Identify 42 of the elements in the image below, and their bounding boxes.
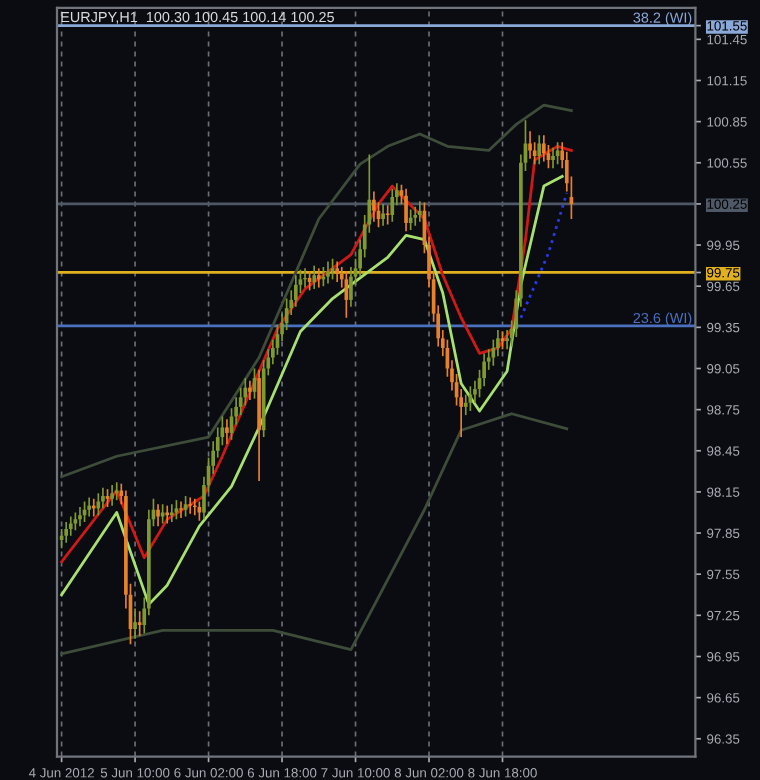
candlestick bbox=[413, 205, 418, 227]
candlestick bbox=[188, 496, 193, 515]
line-series bbox=[60, 412, 569, 656]
candlestick bbox=[160, 503, 165, 525]
candlestick bbox=[165, 504, 170, 525]
candlestick bbox=[417, 200, 422, 223]
candlestick bbox=[312, 264, 317, 290]
candlestick bbox=[349, 266, 353, 308]
candlestick bbox=[243, 377, 248, 407]
candlestick bbox=[78, 506, 82, 528]
candlestick bbox=[137, 610, 142, 637]
candlestick bbox=[68, 515, 73, 537]
candlestick bbox=[110, 484, 114, 507]
candlestick bbox=[528, 130, 532, 160]
candlestick bbox=[326, 260, 330, 285]
candlestick bbox=[372, 190, 376, 223]
candlestick bbox=[537, 134, 542, 165]
candlestick bbox=[183, 495, 188, 518]
candlestick bbox=[64, 521, 69, 544]
candlestick bbox=[404, 187, 408, 233]
candlestick bbox=[381, 203, 385, 227]
candlestick bbox=[133, 607, 137, 640]
candlestick bbox=[335, 260, 339, 283]
candlestick bbox=[330, 257, 335, 281]
candlestick bbox=[87, 496, 91, 518]
candlestick bbox=[225, 418, 229, 445]
candlestick bbox=[96, 492, 101, 517]
line-series bbox=[60, 103, 573, 479]
candlestick bbox=[491, 338, 496, 367]
candlestick bbox=[248, 379, 252, 401]
candlestick bbox=[293, 274, 298, 308]
candlestick bbox=[463, 393, 468, 416]
candlestick bbox=[156, 503, 160, 528]
candlestick bbox=[555, 141, 560, 165]
candlestick bbox=[551, 146, 555, 170]
candlestick bbox=[390, 187, 395, 223]
line-series bbox=[60, 144, 573, 564]
candlestick bbox=[542, 134, 546, 163]
candlestick bbox=[101, 486, 105, 510]
candlestick bbox=[169, 503, 174, 523]
candlestick bbox=[316, 267, 321, 289]
candlestick bbox=[179, 500, 183, 519]
